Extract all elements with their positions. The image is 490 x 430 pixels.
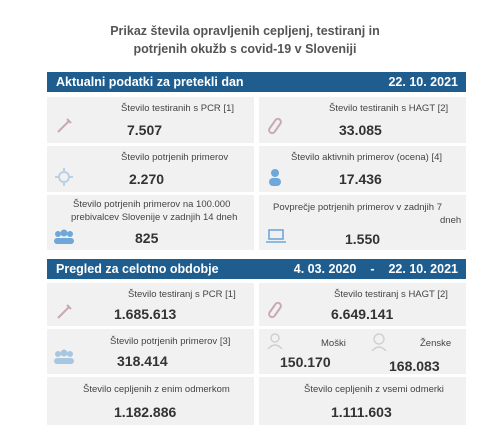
card-value: 6.649.141 bbox=[331, 306, 394, 322]
section-current-title: Aktualni podatki za pretekli dan bbox=[56, 75, 244, 89]
title-line-2: potrjenih okužb s covid-19 v Sloveniji bbox=[133, 42, 357, 56]
range-to: 22. 10. 2021 bbox=[388, 262, 458, 276]
group-icon bbox=[54, 349, 74, 364]
card-label: Število cepljenih z vsemi odmerki bbox=[304, 384, 444, 395]
card-value: 33.085 bbox=[339, 122, 382, 138]
card-gender-total: Moški 150.170 Ženske 168.083 bbox=[259, 329, 466, 374]
laptop-icon bbox=[266, 229, 286, 243]
range-dash: - bbox=[370, 262, 375, 276]
card-active-daily: Število aktivnih primerov (ocena) [4] 17… bbox=[259, 146, 466, 192]
card-pcr-daily: Število testiranih s PCR [1] 7.507 bbox=[47, 97, 254, 143]
card-value: 1.182.886 bbox=[114, 404, 177, 420]
card-value: 1.685.613 bbox=[114, 306, 177, 322]
section-current-date: 22. 10. 2021 bbox=[388, 75, 458, 89]
male-value: 150.170 bbox=[280, 354, 331, 370]
person-icon bbox=[269, 169, 281, 186]
card-label-line-2: dneh bbox=[440, 215, 462, 226]
card-confirmed-total: Število potrjenih primerov [3] 318.414 bbox=[47, 329, 254, 374]
range-from: 4. 03. 2020 bbox=[293, 262, 357, 276]
card-per100k: Število potrjenih primerov na 100.000 pr… bbox=[47, 195, 254, 250]
card-label: Število potrjenih primerov bbox=[121, 152, 229, 163]
syringe-icon bbox=[57, 304, 72, 319]
test-tube-icon bbox=[268, 117, 282, 135]
page-title: Prikaz števila opravljenih cepljenj, tes… bbox=[0, 22, 490, 58]
group-icon bbox=[54, 229, 74, 244]
card-confirmed-daily: Število potrjenih primerov 2.270 bbox=[47, 146, 254, 192]
card-value: 1.111.603 bbox=[331, 404, 392, 420]
card-value: 1.550 bbox=[345, 231, 381, 247]
card-pcr-total: Število testiranj s PCR [1] 1.685.613 bbox=[47, 283, 254, 326]
section-total-header: Pregled za celotno obdobje 4. 03. 2020 -… bbox=[47, 259, 466, 279]
card-hagt-total: Število testiranj s HAGT [2] 6.649.141 bbox=[259, 283, 466, 326]
card-value: 318.414 bbox=[117, 353, 168, 369]
virus-icon bbox=[55, 168, 73, 186]
male-icon bbox=[267, 333, 283, 349]
card-value: 7.507 bbox=[127, 122, 163, 138]
male-label: Moški bbox=[321, 338, 346, 349]
card-value: 2.270 bbox=[129, 171, 165, 187]
card-vacc-all-doses: Število cepljenih z vsemi odmerki 1.111.… bbox=[259, 377, 466, 425]
card-label: Število potrjenih primerov [3] bbox=[110, 336, 231, 347]
female-icon bbox=[371, 333, 387, 351]
title-line-1: Prikaz števila opravljenih cepljenj, tes… bbox=[110, 24, 380, 38]
card-label: Število testiranih s HAGT [2] bbox=[329, 103, 449, 114]
card-value: 17.436 bbox=[339, 171, 382, 187]
card-label-line-2: prebivalcev Slovenije v zadnjih 14 dneh bbox=[71, 212, 238, 223]
card-label: Število testiranih s PCR [1] bbox=[121, 103, 234, 114]
card-value: 825 bbox=[135, 230, 159, 246]
card-vacc-one-dose: Število cepljenih z enim odmerkom 1.182.… bbox=[47, 377, 254, 425]
female-label: Ženske bbox=[420, 338, 452, 349]
card-label: Število testiranj s PCR [1] bbox=[128, 289, 236, 300]
card-label: Število testiranj s HAGT [2] bbox=[334, 289, 448, 300]
card-label: Število aktivnih primerov (ocena) [4] bbox=[291, 152, 443, 163]
section-total-range: 4. 03. 2020 - 22. 10. 2021 bbox=[294, 262, 458, 276]
card-label: Število cepljenih z enim odmerkom bbox=[83, 384, 230, 395]
card-label-line-1: Število potrjenih primerov na 100.000 bbox=[73, 199, 231, 210]
card-avg7: Povprečje potrjenih primerov v zadnjih 7… bbox=[259, 195, 466, 250]
card-label-line-1: Povprečje potrjenih primerov v zadnjih 7 bbox=[273, 202, 442, 213]
card-hagt-daily: Število testiranih s HAGT [2] 33.085 bbox=[259, 97, 466, 143]
female-value: 168.083 bbox=[389, 358, 440, 374]
section-current-header: Aktualni podatki za pretekli dan 22. 10.… bbox=[47, 72, 466, 92]
test-tube-icon bbox=[268, 301, 282, 319]
syringe-icon bbox=[57, 118, 72, 133]
section-total-title: Pregled za celotno obdobje bbox=[56, 262, 219, 276]
